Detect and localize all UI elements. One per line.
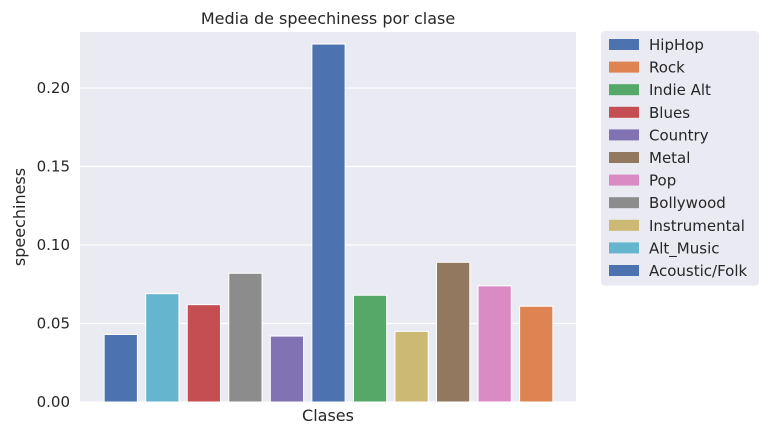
legend-label: Metal <box>649 149 690 167</box>
legend-swatch <box>609 129 639 141</box>
bar <box>228 272 263 403</box>
legend-swatch <box>609 106 639 118</box>
bar <box>394 330 429 403</box>
y-tick-label: 0.05 <box>37 315 70 333</box>
bar <box>186 304 221 403</box>
legend: HipHop Rock Indie Alt Blues Country Metal Pop B… <box>601 31 759 286</box>
legend-swatch <box>609 61 639 73</box>
legend-swatch <box>609 265 639 276</box>
bar <box>352 294 388 403</box>
legend-swatch <box>609 174 639 186</box>
legend-swatch <box>609 219 639 231</box>
bars <box>103 43 554 403</box>
x-axis-title: Clases <box>302 406 354 425</box>
legend-label: Country <box>649 126 709 144</box>
y-axis-title: speechiness <box>10 168 29 266</box>
legend-label: Acoustic/Folk <box>649 262 748 280</box>
bar <box>103 333 138 403</box>
bar <box>477 285 512 403</box>
bar <box>519 305 554 403</box>
legend-label: Instrumental <box>649 217 745 235</box>
legend-swatch <box>609 39 639 50</box>
legend-swatch <box>609 152 639 163</box>
bar <box>145 293 180 403</box>
legend-swatch <box>609 197 639 209</box>
bar <box>269 335 305 403</box>
y-tick-label: 0.15 <box>37 158 70 176</box>
legend-label: Pop <box>649 172 676 190</box>
legend-label: Bollywood <box>649 194 726 212</box>
chart-title: Media de speechiness por clase <box>201 9 455 28</box>
legend-swatch <box>609 84 639 96</box>
legend-label: HipHop <box>649 36 704 54</box>
legend-label: Rock <box>649 59 685 77</box>
legend-label: Blues <box>649 104 690 122</box>
legend-label: Alt_Music <box>649 239 720 258</box>
legend-label: Indie Alt <box>649 81 711 99</box>
y-tick-label: 0.10 <box>37 236 70 254</box>
y-axis-ticks: 0.00 0.05 0.10 0.15 0.20 <box>37 79 70 411</box>
legend-swatch <box>609 242 639 254</box>
y-tick-label: 0.20 <box>37 79 70 97</box>
bar <box>311 43 346 403</box>
bar <box>436 261 471 403</box>
legend-box <box>601 31 759 286</box>
y-tick-label: 0.00 <box>37 393 70 411</box>
